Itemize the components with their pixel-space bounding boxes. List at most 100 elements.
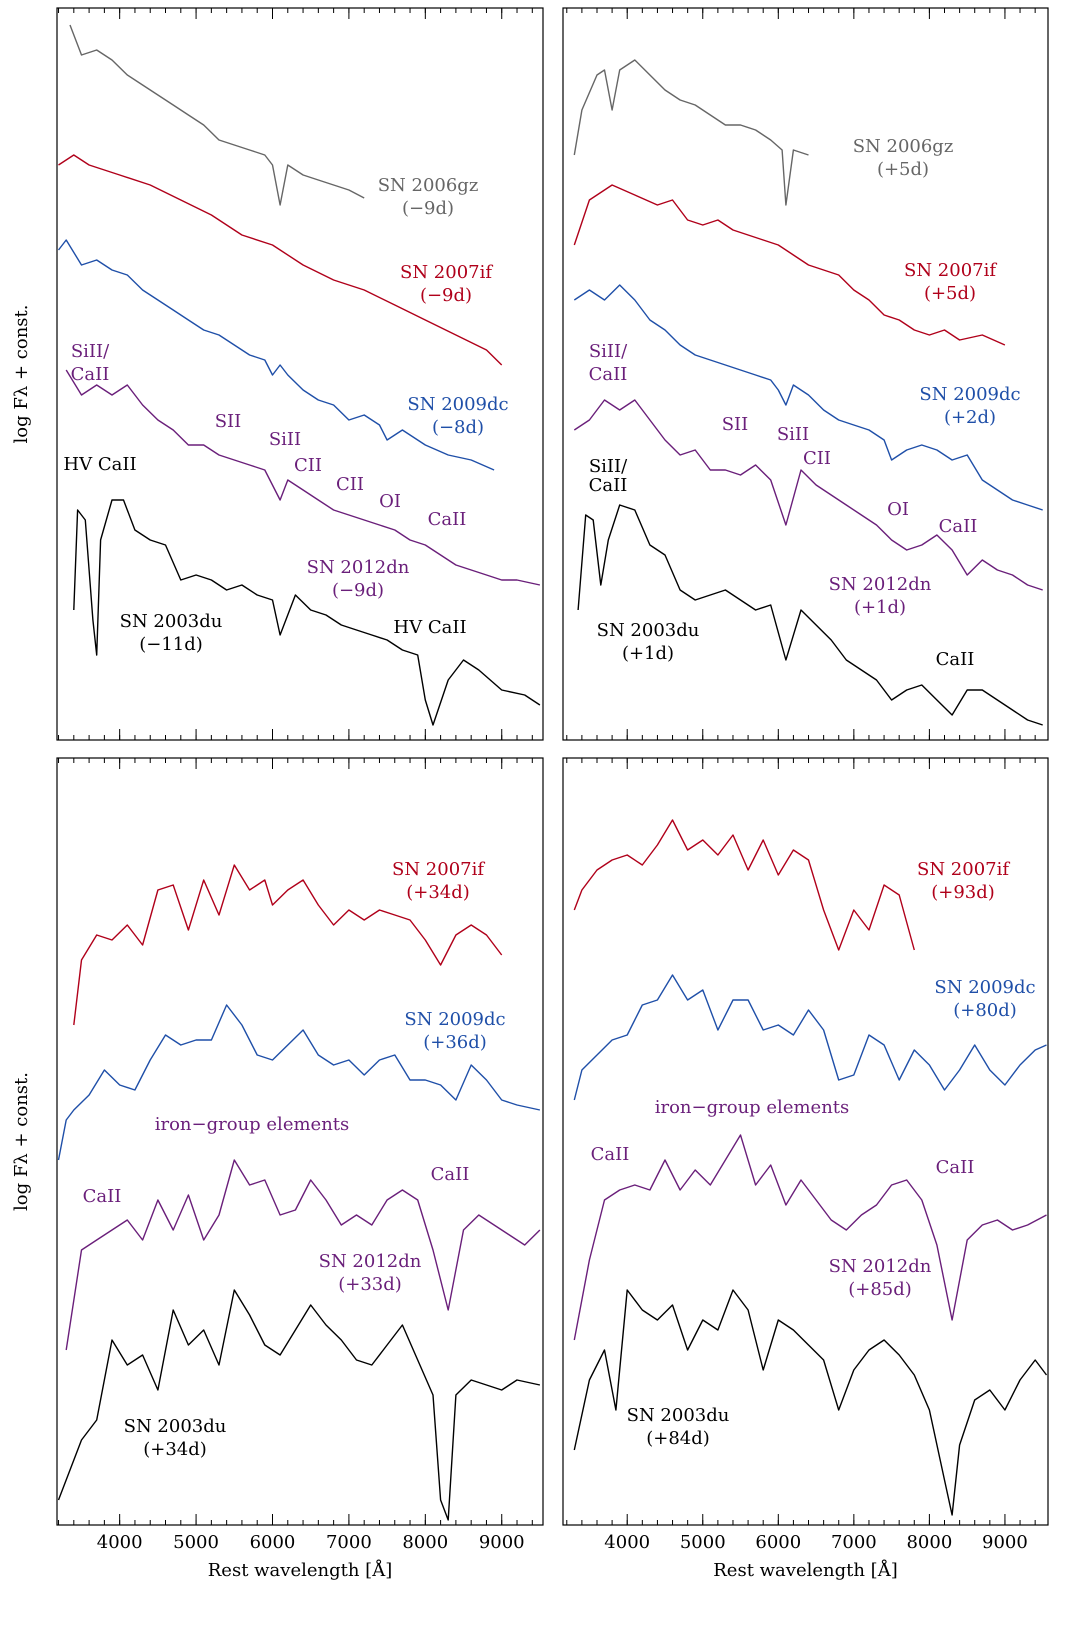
spectrum-line — [573, 399, 1043, 591]
series-label: SN 2009dc — [934, 977, 1035, 998]
x-tick-label: 8000 — [906, 1532, 952, 1553]
line-annotation: CaII — [939, 516, 978, 537]
series-phase: (+2d) — [944, 407, 996, 428]
series-label: SN 2012dn — [307, 557, 410, 578]
series-phase: (−11d) — [139, 634, 203, 655]
line-annotation: iron−group elements — [655, 1097, 850, 1118]
line-annotation: CaII — [431, 1164, 470, 1185]
series-label: SN 2003du — [124, 1416, 227, 1437]
series-label: SN 2007if — [917, 859, 1010, 880]
plot-frame — [56, 7, 544, 741]
line-annotation: SII — [722, 414, 749, 435]
line-annotation: CaII — [428, 509, 467, 530]
series-label: SN 2006gz — [378, 175, 479, 196]
series-label: SN 2012dn — [829, 574, 932, 595]
line-annotation: CaII — [591, 1144, 630, 1165]
line-annotation: CaII — [936, 649, 975, 670]
series-phase: (+36d) — [423, 1032, 487, 1053]
series-phase: (+80d) — [953, 1000, 1017, 1021]
series-label: SN 2003du — [597, 620, 700, 641]
line-annotation: SiII/ — [71, 341, 110, 362]
line-annotation: SiII — [777, 424, 809, 445]
spectrum-line — [57, 239, 495, 471]
series-label: SN 2012dn — [829, 1256, 932, 1277]
x-tick-label: 5000 — [173, 1532, 219, 1553]
line-annotation: CaII — [589, 475, 628, 496]
line-annotation: CII — [336, 474, 364, 495]
series-phase: (+33d) — [338, 1274, 402, 1295]
y-axis-label: log Fλ + const. — [11, 1072, 32, 1211]
series-phase: (+84d) — [646, 1428, 710, 1449]
line-annotation: SiII/ — [589, 341, 628, 362]
spectrum-line — [573, 1134, 1047, 1341]
series-label: SN 2006gz — [853, 136, 954, 157]
line-annotation: iron−group elements — [155, 1114, 350, 1135]
x-tick-label: 9000 — [982, 1532, 1028, 1553]
spectrum-line — [69, 24, 365, 206]
line-annotation: CII — [803, 448, 831, 469]
spectrum-line — [73, 864, 503, 1026]
series-phase: (+34d) — [143, 1439, 207, 1460]
plot-frame — [562, 757, 1049, 1526]
x-tick-label: 4000 — [97, 1532, 143, 1553]
line-annotation: CII — [294, 455, 322, 476]
line-annotation: SiII/ — [589, 456, 628, 477]
spectrum-line — [573, 1289, 1048, 1516]
x-tick-label: 9000 — [479, 1532, 525, 1553]
line-annotation: CaII — [71, 364, 110, 385]
series-label: SN 2009dc — [407, 394, 508, 415]
spectrum-line — [573, 59, 809, 206]
spectrum-line — [73, 499, 541, 726]
spectrum-line — [573, 974, 1047, 1101]
series-label: SN 2003du — [627, 1405, 730, 1426]
series-phase: (+5d) — [924, 283, 976, 304]
line-annotation: HV CaII — [393, 617, 466, 638]
line-annotation: CaII — [936, 1157, 975, 1178]
series-label: SN 2009dc — [919, 384, 1020, 405]
series-phase: (−9d) — [332, 580, 384, 601]
spectrum-line — [573, 284, 1043, 511]
series-label: SN 2007if — [400, 262, 493, 283]
line-annotation: OI — [887, 499, 909, 520]
spectrum-line — [58, 154, 503, 366]
line-annotation: CaII — [589, 364, 628, 385]
spectrum-line — [577, 504, 1043, 726]
x-tick-label: 7000 — [831, 1532, 877, 1553]
line-annotation: HV CaII — [63, 454, 136, 475]
series-phase: (+5d) — [877, 159, 929, 180]
x-tick-label: 5000 — [680, 1532, 726, 1553]
plot-frame — [56, 757, 544, 1526]
x-tick-label: 4000 — [604, 1532, 650, 1553]
series-label: SN 2003du — [120, 611, 223, 632]
series-phase: (−8d) — [432, 417, 484, 438]
line-annotation: CaII — [83, 1186, 122, 1207]
line-annotation: SiII — [269, 429, 301, 450]
x-tick-label: 6000 — [755, 1532, 801, 1553]
x-axis-label: Rest wavelength [Å] — [208, 1559, 392, 1581]
x-tick-label: 7000 — [326, 1532, 372, 1553]
spectrum-line — [57, 1289, 541, 1521]
series-phase: (+1d) — [854, 597, 906, 618]
series-phase: (−9d) — [420, 285, 472, 306]
series-phase: (+34d) — [406, 882, 470, 903]
series-label: SN 2007if — [904, 260, 997, 281]
spectrum-line — [65, 369, 541, 586]
spectrum-line — [57, 1004, 541, 1161]
series-phase: (+93d) — [931, 882, 995, 903]
series-phase: (+85d) — [848, 1279, 912, 1300]
spectrum-line — [573, 819, 915, 951]
y-axis-label: log Fλ + const. — [11, 305, 32, 444]
x-tick-label: 6000 — [250, 1532, 296, 1553]
line-annotation: SII — [215, 411, 242, 432]
plot-frame — [562, 7, 1049, 741]
x-axis-label: Rest wavelength [Å] — [713, 1559, 897, 1581]
series-label: SN 2009dc — [404, 1009, 505, 1030]
spectrum-line — [65, 1159, 541, 1351]
series-phase: (−9d) — [402, 198, 454, 219]
spectrum-line — [573, 184, 1006, 346]
line-annotation: OI — [379, 491, 401, 512]
series-phase: (+1d) — [622, 643, 674, 664]
series-label: SN 2012dn — [319, 1251, 422, 1272]
